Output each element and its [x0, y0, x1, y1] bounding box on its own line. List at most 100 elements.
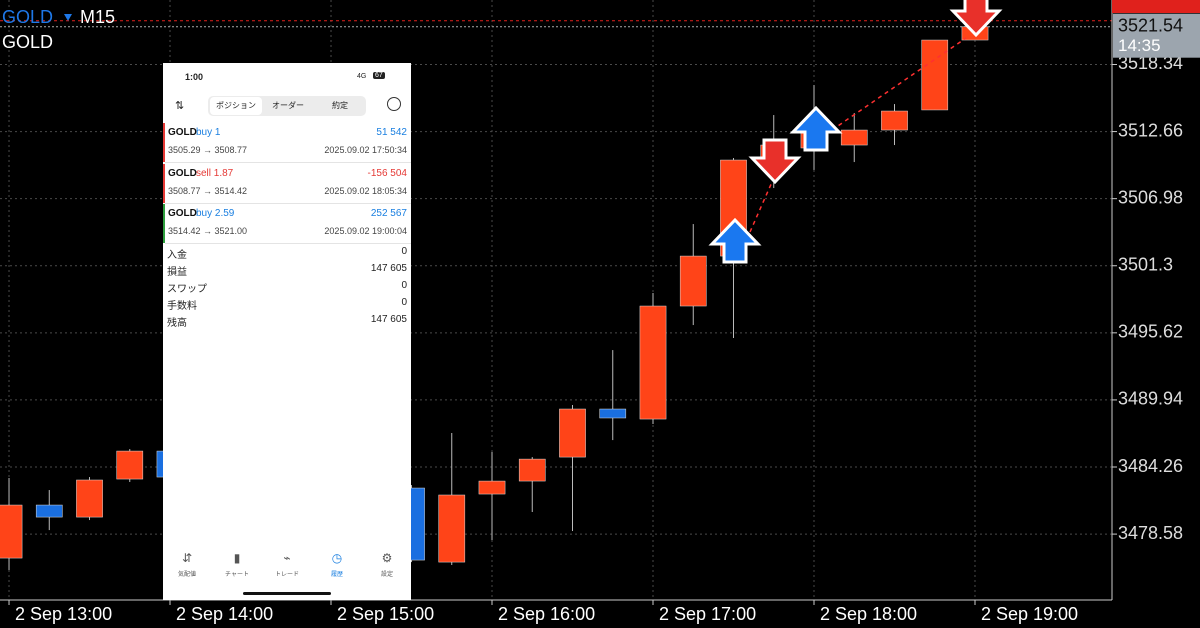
trade-list: GOLD buy 1 51 542 3505.29 → 3508.77 2025.09.… — [163, 123, 411, 253]
tab[interactable]: ポジション — [210, 97, 262, 115]
candle-body — [76, 479, 103, 518]
trade-profit: 51 542 — [376, 127, 407, 138]
y-tick-label: 3495.62 — [1118, 322, 1183, 342]
trade-row[interactable]: GOLD buy 2.59 252 567 3514.42 → 3521.00 2025… — [163, 204, 411, 243]
candle — [76, 477, 103, 521]
sell-arrow — [748, 138, 802, 185]
trade-line — [749, 181, 773, 233]
nav-icon[interactable]: ▮ — [233, 551, 241, 565]
x-tick-label: 2 Sep 15:00 — [337, 604, 434, 624]
candle — [438, 432, 466, 566]
x-tick-label: 2 Sep 16:00 — [498, 604, 595, 624]
x-tick-label: 2 Sep 18:00 — [820, 604, 917, 624]
dropdown — [64, 14, 72, 21]
candle-body — [639, 305, 667, 420]
candle — [881, 104, 908, 146]
candle-body — [0, 504, 23, 559]
y-tick-label: 3518.34 — [1118, 53, 1183, 73]
y-tick-label: 3512.66 — [1118, 120, 1183, 140]
nav-icon[interactable]: ⇵ — [181, 551, 193, 565]
status-time: 1:00 — [185, 72, 204, 82]
summary-label: 残高 — [167, 318, 187, 329]
buy-arrow — [708, 217, 762, 264]
candle-body — [679, 255, 707, 307]
nav-icon[interactable]: ◷ — [331, 551, 343, 565]
candle-body — [35, 504, 63, 518]
separator — [165, 162, 411, 163]
trade-time: 2025.09.02 17:50:34 — [324, 145, 407, 155]
trade-prices: 3505.29 → 3508.77 — [168, 145, 248, 155]
candle — [559, 405, 586, 532]
candle-body — [559, 408, 586, 458]
candle — [840, 113, 868, 163]
candle-body — [599, 408, 627, 419]
candle — [518, 457, 546, 513]
nav-label[interactable]: トレード — [274, 572, 299, 578]
summary-value: 0 — [401, 246, 407, 257]
trade-row[interactable]: GOLD sell 1.87 -156 504 3508.77 → 3514.42 20… — [163, 163, 411, 203]
sort-icon[interactable]: ⇅ — [175, 100, 185, 112]
candle-body — [840, 129, 868, 146]
trade-side: buy 2.59 — [196, 208, 235, 219]
trade-symbol: GOLD — [168, 127, 197, 138]
trade-prices: 3514.42 → 3521.00 — [168, 226, 248, 236]
buy-arrow — [789, 105, 843, 152]
summary-value: 147 605 — [370, 314, 407, 325]
trade-time: 2025.09.02 19:00:04 — [324, 226, 407, 236]
y-tick-label: 3501.3 — [1118, 254, 1173, 274]
nav-label[interactable]: 気配値 — [177, 572, 196, 578]
candle — [478, 452, 506, 540]
summary-label: 入金 — [167, 250, 187, 261]
trade-profit: 252 567 — [370, 208, 407, 219]
trade-markers — [708, 0, 1003, 264]
candle — [599, 350, 627, 441]
history-icon[interactable] — [387, 97, 401, 111]
trade-symbol: GOLD — [168, 167, 197, 179]
timer: 14:35 — [1118, 36, 1161, 55]
nav-icon[interactable]: ⚙ — [381, 551, 393, 565]
y-tick-label: 3489.94 — [1118, 389, 1183, 409]
subtitle: GOLD — [2, 32, 53, 52]
y-tick-label: 3478.58 — [1118, 523, 1183, 543]
symbol: GOLD — [2, 7, 53, 27]
nav-icon[interactable]: ⌁ — [283, 551, 291, 565]
summary-label: 損益 — [167, 267, 187, 278]
status-battery: 67 — [373, 72, 385, 79]
timeframe: M15 — [80, 7, 115, 27]
summary-value: 0 — [401, 297, 407, 308]
trade-side: buy 1 — [196, 127, 221, 138]
tab[interactable]: オーダー — [272, 101, 304, 110]
separator — [165, 243, 411, 244]
x-tick-label: 2 Sep 13:00 — [15, 604, 112, 624]
separator — [165, 202, 411, 204]
candle — [35, 490, 63, 531]
trade-row[interactable]: GOLD buy 1 51 542 3505.29 → 3508.77 2025.09.… — [163, 123, 411, 162]
candle-body — [116, 450, 144, 480]
nav-label[interactable]: 設定 — [380, 572, 393, 578]
candle-body — [518, 458, 546, 482]
x-tick-label: 2 Sep 19:00 — [981, 604, 1078, 624]
candle — [639, 293, 667, 425]
summary-value: 147 605 — [370, 263, 407, 274]
candle — [116, 449, 144, 483]
trade-profit: -156 504 — [367, 167, 407, 179]
status-network: 4G — [357, 73, 367, 80]
tab[interactable]: 約定 — [332, 101, 348, 110]
nav-label[interactable]: チャート — [225, 572, 249, 578]
summary-value: 0 — [401, 280, 407, 291]
ask-strip — [1112, 0, 1200, 13]
candle-body — [881, 110, 908, 131]
trade-symbol: GOLD — [168, 208, 197, 219]
y-tick-label: 3506.98 — [1118, 187, 1183, 207]
candle — [679, 224, 707, 326]
x-tick-label: 2 Sep 17:00 — [659, 604, 756, 624]
summary: 入金 0 損益 147 605 スワップ 0 手数料 0 残高 147 605 — [163, 246, 411, 336]
sell-arrow — [949, 0, 1003, 38]
last-price: 3521.54 — [1118, 15, 1183, 35]
summary-label: スワップ — [167, 284, 207, 295]
nav-label[interactable]: 履歴 — [330, 572, 343, 578]
phone-panel: 1:00 4G 67 ⇅ ポジション オーダー 約定 GOLD buy 1 51 5… — [163, 63, 411, 600]
candle-body — [478, 480, 506, 495]
trade-line — [831, 37, 967, 131]
